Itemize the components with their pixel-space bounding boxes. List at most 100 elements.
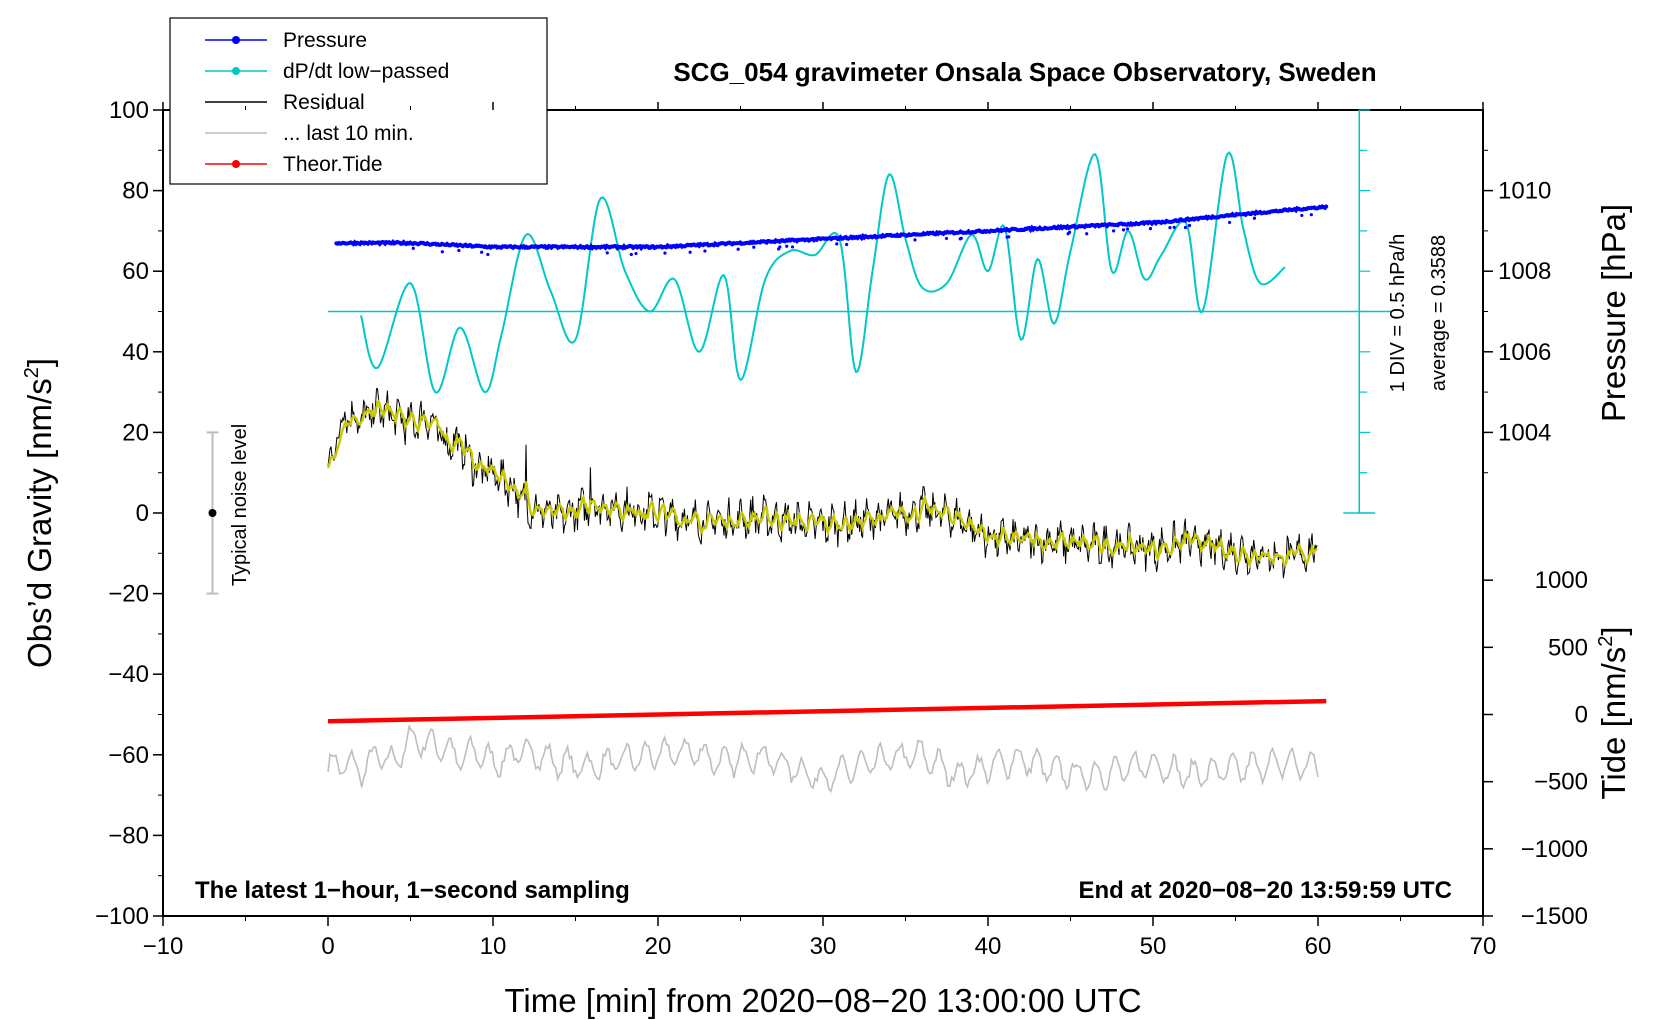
y-axis-title-tide: Tide [nm/s2] [1595,626,1632,799]
x-tick-label: 0 [321,933,334,960]
y-axis-title-pressure: Pressure [hPa] [1595,204,1632,422]
legend-marker [232,36,240,44]
noise-indicator: Typical noise level [206,424,251,595]
chart-title: SCG_054 gravimeter Onsala Space Observat… [673,57,1376,87]
legend-marker [232,160,240,168]
x-axis-title: Time [min] from 2020−08−20 13:00:00 UTC [504,982,1141,1019]
series-last-10-min [327,723,1319,793]
y-tick-label: 60 [122,258,149,285]
y-tick-label: −100 [95,903,149,930]
tide-tick-label: −1500 [1521,903,1588,930]
pressure-point [1227,220,1232,225]
pressure-point [1187,223,1192,228]
y-tick-label: 20 [122,419,149,446]
x-tick-label: 70 [1470,933,1497,960]
y-axis-title-gravity: Obs’d Gravity [nm/s2] [21,358,58,668]
pressure-point [736,247,740,251]
pressure-point [1183,225,1188,230]
y-tick-label: 80 [122,178,149,205]
y-tick-label: −60 [108,742,149,769]
pressure-point [752,245,756,249]
plot-frame [162,109,1484,917]
pressure-point [1168,226,1172,230]
pressure-point [785,244,789,248]
end-time-note: End at 2020−08−20 13:59:59 UTC [1078,877,1452,904]
tide-tick-label: 1000 [1535,567,1588,594]
legend-marker [232,67,240,75]
pressure-tick-label: 1004 [1498,419,1551,446]
div-annotation: 1 DIV = 0.5 hPa/h [1387,234,1409,392]
y-tick-label: 0 [136,500,149,527]
x-tick-label: 40 [975,933,1002,960]
legend-label: Theor.Tide [283,153,383,176]
y-tick-label: −20 [108,581,149,608]
pressure-tick-label: 1010 [1498,178,1551,205]
y-tick-label: −80 [108,822,149,849]
x-tick-label: 30 [810,933,837,960]
y-tick-label: 100 [109,97,149,124]
pressure-point [440,250,444,254]
legend-label: dP/dt low−passed [283,60,449,83]
pressure-point [835,242,839,246]
tide-tick-label: 500 [1548,634,1588,661]
x-tick-label: 50 [1140,933,1167,960]
tide-tick-label: −500 [1534,769,1588,796]
tide-tick-label: −1000 [1521,836,1588,863]
pressure-point [944,236,949,241]
pressure-point [959,236,963,240]
legend-label: Pressure [283,29,367,52]
series-theor-tide [327,698,1327,724]
pressure-point [486,252,490,257]
x-tick-label: −10 [143,933,184,960]
rate-scale [328,109,1393,514]
pressure-point [688,250,692,254]
pressure-point [605,251,609,255]
pressure-point [1172,225,1176,229]
pressure-tick-label: 1006 [1498,339,1551,366]
pressure-point [1112,229,1116,233]
pressure-point [411,246,415,250]
noise-center-dot [208,509,217,517]
y-axis-title-gravity-main: Obs’d Gravity [nm/s [21,378,58,668]
y-axis-title-gravity-sup: 2 [21,367,43,378]
tide-tick-label: 0 [1575,702,1588,729]
pressure-point [703,249,707,253]
pressure-point [1121,228,1126,232]
y-axis-gravity: −100 −80 −60 −40 −20 0 20 40 60 80 100 [95,97,163,930]
pressure-point [913,238,917,242]
series-residual [327,388,1318,579]
pressure-point [1007,235,1011,239]
pressure-point [480,250,484,254]
series-dpdt [360,151,1286,394]
pressure-point [1067,230,1072,234]
series-layer [326,151,1329,793]
pressure-point [634,251,638,256]
pressure-point [1252,216,1257,220]
legend-label: ... last 10 min. [283,122,414,145]
pressure-point [663,251,667,255]
y-axis-title-tide-close: ] [1595,626,1632,635]
y-tick-label: −40 [108,661,149,688]
pressure-point [629,252,633,257]
pressure-point [1309,213,1313,217]
series-pressure [334,203,1329,252]
pressure-point [1148,226,1153,231]
pressure-point [1085,232,1089,236]
legend: Pressure dP/dt low−passed Residual ... last… [169,17,548,185]
noise-label: Typical noise level [229,424,251,586]
y-tick-label: 40 [122,339,149,366]
pressure-point [1125,227,1130,231]
pressure-point [790,245,795,249]
x-tick-label: 60 [1305,933,1332,960]
pressure-tick-label: 1008 [1498,258,1551,285]
x-tick-label: 20 [645,933,672,960]
y-axis-pressure: 1004 1006 1008 1010 [1483,149,1551,474]
pressure-point [845,242,849,247]
series-residual-smoothed [326,399,1318,569]
y-axis-title-gravity-close: ] [21,358,58,367]
pressure-point [457,248,461,253]
pressure-point [778,245,782,249]
y-axis-tide: −1500 −1000 −500 0 500 1000 [1483,567,1588,930]
legend-box [169,17,548,185]
